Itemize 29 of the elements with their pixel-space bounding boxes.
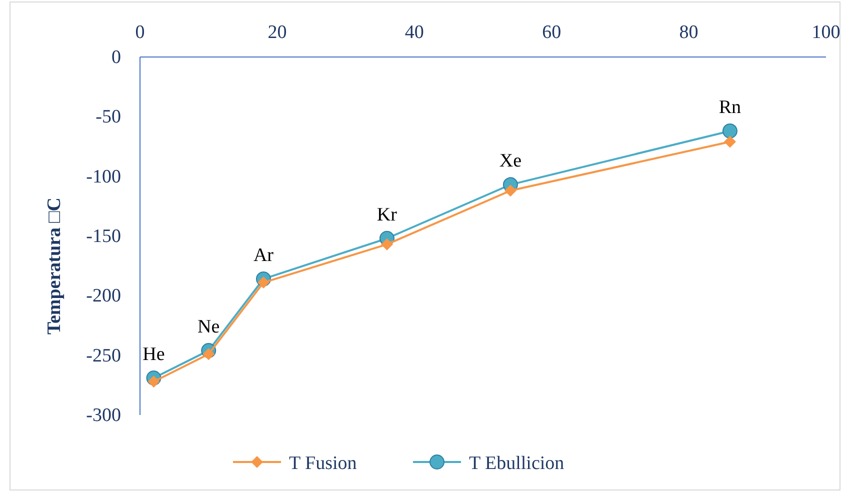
- point: [257, 276, 270, 289]
- point: [724, 136, 736, 148]
- point: [504, 184, 516, 197]
- x-tick-label: 0: [135, 22, 145, 43]
- point: [380, 238, 393, 250]
- y-tick-label: -50: [96, 106, 121, 128]
- point: [722, 123, 738, 138]
- annotation: Xe: [499, 150, 522, 172]
- point: [202, 348, 215, 360]
- x-tick-label: 80: [679, 22, 698, 43]
- y-tick-label: -200: [86, 286, 121, 307]
- x-tick-label: 100: [812, 22, 840, 43]
- point: [148, 376, 160, 388]
- y-tick-label: -150: [86, 226, 121, 247]
- y-tick-label: -250: [86, 345, 121, 366]
- legend-label: T Ebullicion: [469, 453, 565, 474]
- x-tick-label: 40: [404, 22, 424, 43]
- annotation: Ar: [253, 244, 274, 266]
- x-tick-label: 20: [268, 22, 287, 43]
- x-tick-label: 60: [542, 22, 562, 43]
- annotation: Ne: [198, 316, 220, 338]
- y-tick-label: 0: [112, 47, 121, 68]
- y-axis-title: Temperatura □C: [44, 198, 65, 334]
- annotation: Kr: [376, 204, 398, 226]
- y-tick-label: -100: [86, 166, 121, 188]
- legend-label: T Fusion: [289, 453, 358, 474]
- annotation: He: [142, 344, 165, 366]
- annotation: Rn: [718, 96, 742, 118]
- y-tick-label: -300: [86, 405, 121, 426]
